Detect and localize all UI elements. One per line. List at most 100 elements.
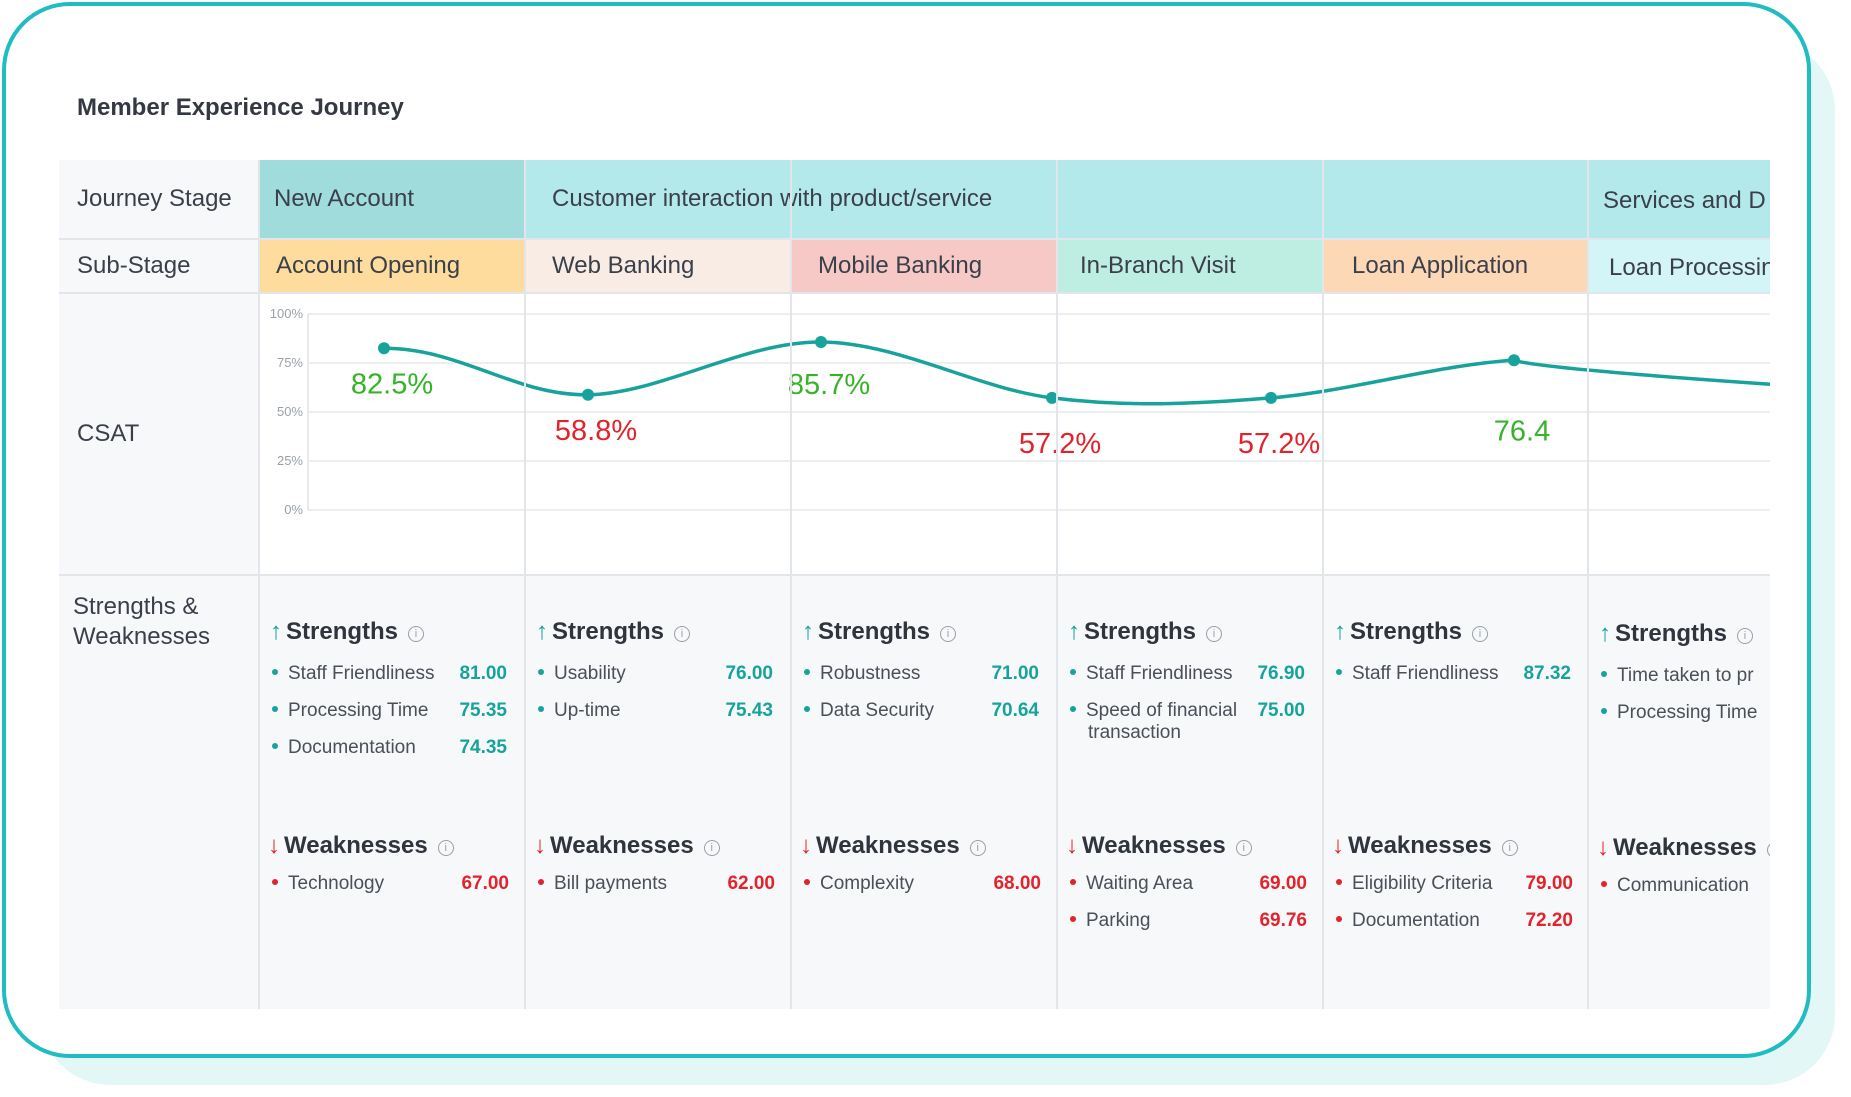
bullet-icon — [1601, 671, 1607, 677]
bullet-icon — [1336, 669, 1342, 675]
strengths-heading: ↑ Strengths i — [536, 618, 691, 646]
arrow-down-icon: ↓ — [534, 832, 546, 859]
weaknesses-heading: ↓Weaknesses i — [1597, 834, 1770, 862]
strengths-label: Strengths — [1084, 618, 1197, 645]
strength-item: Speed of financial — [1070, 700, 1237, 722]
grid-line — [1587, 160, 1589, 1009]
strength-value: 81.00 — [459, 663, 507, 684]
csat-point — [1046, 391, 1058, 404]
weaknesses-heading: ↓Weaknesses i — [1066, 832, 1252, 860]
substage-web-banking: Web Banking — [526, 240, 790, 292]
weakness-value: 62.00 — [727, 873, 775, 894]
weakness-item: Waiting Area — [1070, 873, 1193, 895]
strength-name-line2: transaction — [1088, 722, 1181, 743]
weakness-value: 69.00 — [1259, 873, 1307, 894]
substage-in-branch-visit: In-Branch Visit — [1058, 240, 1322, 292]
strength-name: Staff Friendliness — [288, 663, 435, 684]
row-label-sw-line1: Strengths & — [73, 593, 199, 620]
y-tick-label: 75% — [277, 355, 303, 370]
strengths-label: Strengths — [1350, 618, 1463, 645]
stage-new-account: New Account — [260, 160, 524, 238]
substage-loan-processing: Loan Processin — [1589, 240, 1770, 292]
strengths-label: Strengths — [286, 618, 399, 645]
y-tick-label: 0% — [284, 502, 303, 517]
stage-services: Services and D — [1589, 160, 1770, 238]
substage-mobile-banking: Mobile Banking — [792, 240, 1056, 292]
weaknesses-heading: ↓Weaknesses i — [268, 832, 454, 860]
bullet-icon — [1601, 881, 1607, 887]
bullet-icon — [1070, 669, 1076, 675]
grid-line — [258, 160, 260, 1009]
csat-point — [1508, 354, 1520, 367]
csat-point — [1265, 391, 1277, 404]
info-icon: i — [940, 626, 957, 642]
bullet-icon — [272, 669, 278, 675]
arrow-down-icon: ↓ — [800, 832, 812, 859]
bullet-icon — [538, 669, 544, 675]
weakness-item: Complexity — [804, 873, 914, 895]
strength-value: 75.00 — [1257, 700, 1305, 721]
arrow-down-icon: ↓ — [1066, 832, 1078, 859]
strength-value: 75.35 — [459, 700, 507, 721]
weakness-name: Parking — [1086, 910, 1151, 931]
strength-name: Processing Time — [288, 700, 429, 721]
strength-item: Documentation — [272, 737, 416, 759]
weakness-item: Eligibility Criteria — [1336, 873, 1492, 895]
info-icon: i — [1235, 840, 1252, 856]
strength-name: Processing Time — [1617, 702, 1758, 723]
strengths-heading: ↑ Strengths i — [1334, 618, 1489, 646]
grid-line — [524, 160, 526, 1009]
strengths-heading: ↑ Strengths i — [1068, 618, 1223, 646]
csat-data-label: 57.2% — [1238, 428, 1320, 460]
row-label-sub-stage: Sub-Stage — [77, 252, 191, 279]
weakness-item: Parking — [1070, 910, 1150, 932]
bullet-icon — [1336, 916, 1342, 922]
y-tick-label: 100% — [270, 306, 304, 321]
csat-chart-bg — [260, 294, 1770, 574]
strength-name: Staff Friendliness — [1086, 663, 1233, 684]
bullet-icon — [1601, 708, 1607, 714]
weakness-value: 69.76 — [1259, 910, 1307, 931]
weakness-value: 68.00 — [993, 873, 1041, 894]
weakness-item: Technology — [272, 873, 384, 895]
arrow-up-icon: ↑ — [270, 618, 282, 645]
info-icon: i — [1206, 626, 1223, 642]
weaknesses-label: Weaknesses — [550, 832, 694, 859]
bullet-icon — [804, 669, 810, 675]
grid-line — [1322, 160, 1324, 1009]
strength-name: Usability — [554, 663, 626, 684]
weakness-item: Bill payments — [538, 873, 667, 895]
arrow-up-icon: ↑ — [1334, 618, 1346, 645]
csat-point — [582, 388, 594, 401]
y-tick-label: 25% — [277, 453, 303, 468]
strength-value: 70.64 — [991, 700, 1039, 721]
bullet-icon — [804, 706, 810, 712]
strength-item: Robustness — [804, 663, 920, 685]
arrow-down-icon: ↓ — [268, 832, 280, 859]
strength-item: Time taken to pr — [1601, 665, 1754, 687]
weakness-name: Bill payments — [554, 873, 667, 894]
strength-value: 76.00 — [725, 663, 773, 684]
arrow-up-icon: ↑ — [1599, 620, 1611, 647]
bullet-icon — [1070, 879, 1076, 885]
row-label-journey-stage: Journey Stage — [77, 185, 232, 212]
y-tick-label: 50% — [277, 404, 303, 419]
strength-name: Data Security — [820, 700, 935, 721]
bullet-icon — [272, 743, 278, 749]
strength-item: Up-time — [538, 700, 621, 722]
strength-value: 76.90 — [1257, 663, 1305, 684]
strength-value: 74.35 — [459, 737, 507, 758]
strength-value: 71.00 — [991, 663, 1039, 684]
info-icon: i — [1766, 842, 1770, 858]
arrow-up-icon: ↑ — [536, 618, 548, 645]
info-icon: i — [1472, 626, 1489, 642]
bullet-icon — [804, 879, 810, 885]
info-icon: i — [1501, 840, 1518, 856]
substage-account-opening: Account Opening — [260, 240, 524, 292]
strength-name: Speed of financial — [1086, 700, 1238, 721]
grid-line — [59, 292, 1770, 294]
strength-item: Staff Friendliness — [1336, 663, 1498, 685]
journey-grid: Journey Stage Sub-Stage CSAT Strengths &… — [59, 160, 1770, 1009]
arrow-down-icon: ↓ — [1332, 832, 1344, 859]
csat-data-label: 85.7% — [788, 369, 870, 401]
